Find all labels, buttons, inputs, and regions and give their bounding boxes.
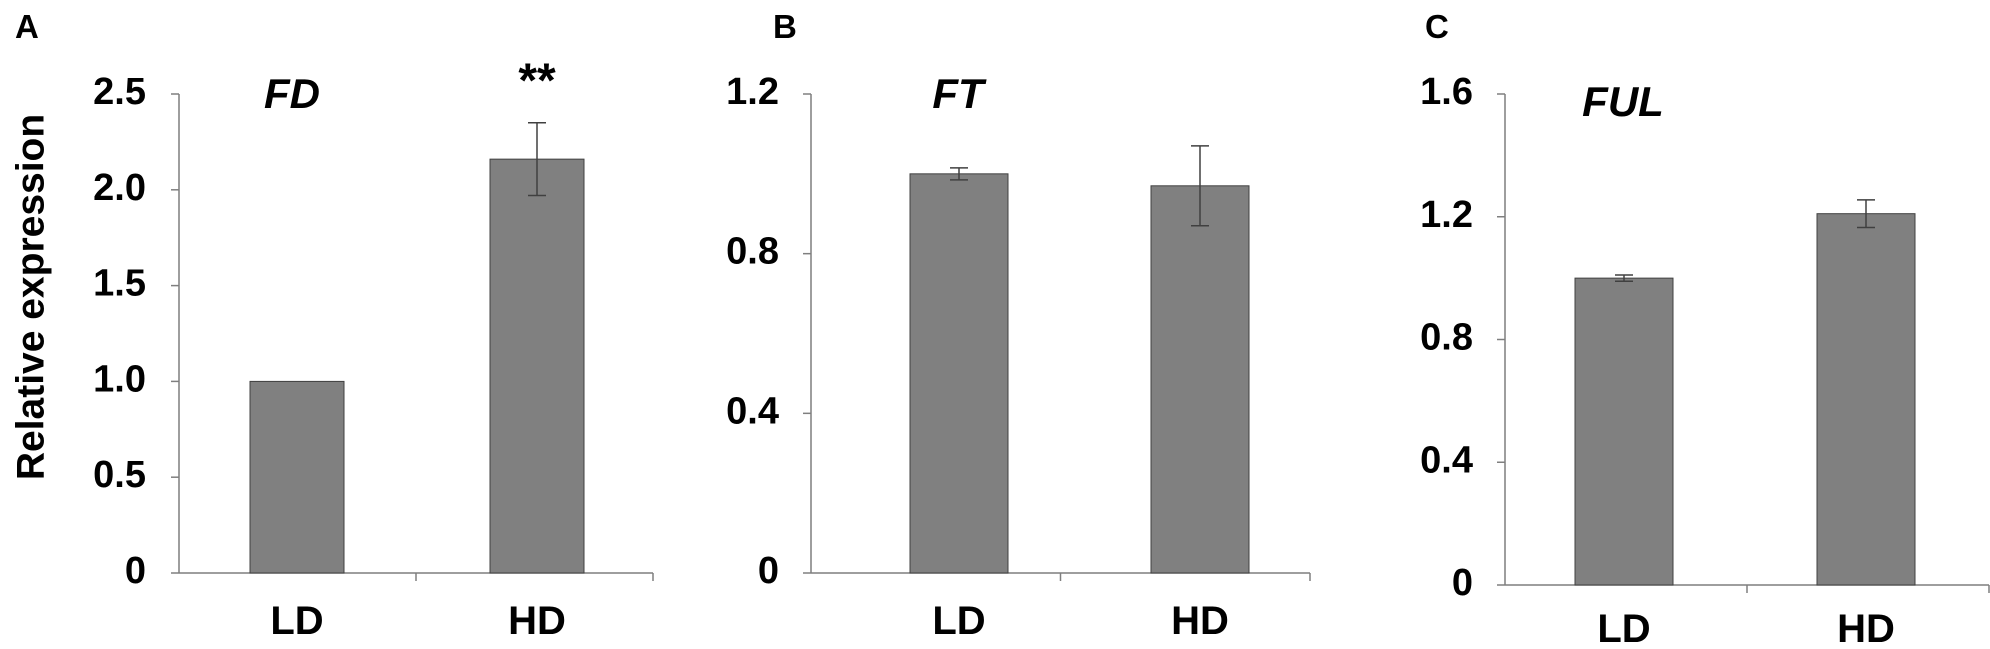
y-tick-label: 2.5: [93, 71, 146, 113]
bar-hd: [1816, 213, 1916, 586]
y-tick-label: 1.6: [1420, 71, 1473, 113]
y-tick-label: 1.2: [726, 71, 779, 113]
y-tick-label: 0.8: [726, 231, 779, 273]
significance-annotation: **: [518, 55, 556, 108]
bar-ld: [249, 380, 345, 574]
y-tick-label: 0.5: [93, 454, 146, 496]
bar-ld: [909, 173, 1009, 574]
panel-b: B FT 0 0.4 0.8 1.2 LD HD: [726, 8, 1311, 643]
y-tick-label: 0.4: [726, 390, 779, 432]
category-label: HD: [508, 599, 566, 643]
category-label: HD: [1837, 607, 1895, 649]
panel-label: A: [15, 8, 39, 45]
gene-title: FD: [264, 70, 320, 117]
y-tick-label: 0.8: [1420, 317, 1473, 359]
category-label: LD: [1597, 607, 1650, 649]
y-axis-label: Relative expression: [9, 114, 52, 480]
category-label: LD: [932, 599, 985, 643]
y-tick-label: 0: [1452, 562, 1473, 604]
gene-title: FT: [932, 70, 987, 117]
panel-c: C FUL 0 0.4 0.8 1.2 1.6 LD HD: [1420, 8, 1990, 649]
gene-title: FUL: [1582, 78, 1664, 125]
panel-label: C: [1425, 8, 1449, 45]
y-tick-label: 0: [125, 550, 146, 592]
y-tick-label: 0: [758, 550, 779, 592]
y-tick-label: 2.0: [93, 167, 146, 209]
panel-label: B: [773, 8, 797, 45]
category-label: LD: [270, 599, 323, 643]
panel-a: A FD 0 0.5 1.0 1.5 2.0 2.5 LD HD **: [15, 8, 654, 643]
category-label: HD: [1171, 599, 1229, 643]
y-tick-label: 1.2: [1420, 194, 1473, 236]
bar-hd: [1150, 185, 1250, 574]
y-tick-label: 0.4: [1420, 439, 1473, 481]
bar-hd: [489, 158, 585, 574]
bar-ld: [1574, 277, 1674, 586]
y-tick-label: 1.0: [93, 358, 146, 400]
y-tick-label: 1.5: [93, 263, 146, 305]
